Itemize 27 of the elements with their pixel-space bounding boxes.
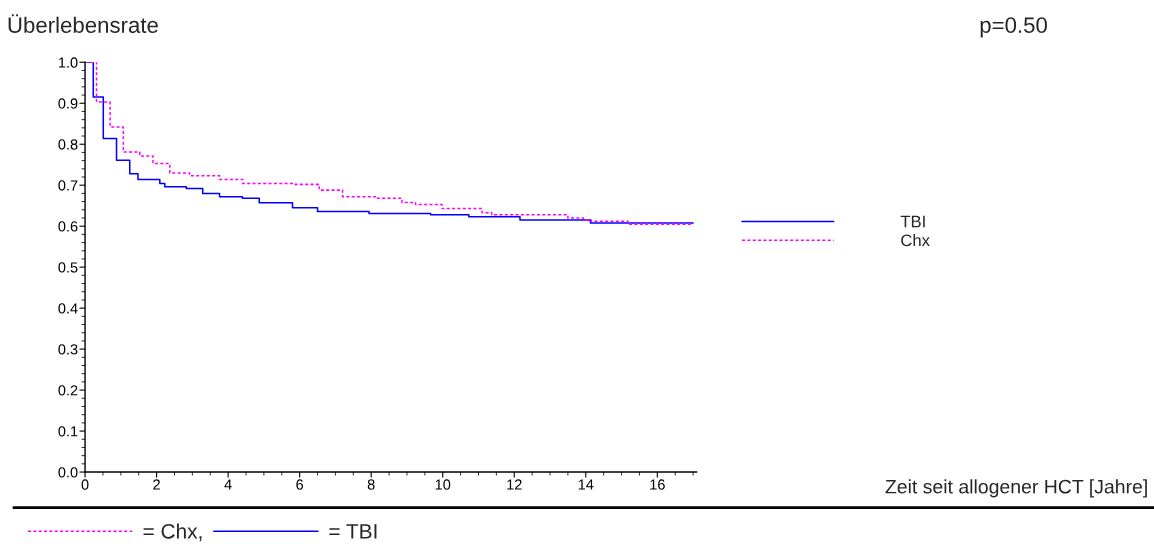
y-tick-label: 0.0	[58, 467, 78, 478]
chart-title: Überlebensrate	[8, 14, 158, 33]
text: p=0.50	[980, 17, 1047, 38]
y-tick-label: 0.2	[58, 385, 78, 396]
x-tick-label: 8	[367, 479, 375, 490]
y-tick-label: 0.4	[58, 303, 78, 314]
y-tick-label: 1.0	[58, 57, 78, 68]
y-tick-label: 0.9	[58, 98, 78, 109]
y-tick-label: 0.6	[58, 221, 78, 232]
y-tick-label: 0.1	[58, 426, 78, 437]
x-tick-label: 4	[224, 479, 232, 490]
x-tick-label: 6	[296, 479, 304, 490]
text: = TBI	[329, 524, 377, 539]
y-tick-label: 0.5	[58, 262, 78, 273]
y-tick-label: 0.7	[58, 180, 78, 191]
x-tick-label: 10	[435, 479, 451, 490]
x-tick-label: 2	[153, 479, 160, 490]
x-tick-label: 12	[507, 479, 522, 490]
x-tick-label: 0	[81, 479, 89, 490]
text: Zeit seit allogener HCT [Jahre]	[885, 479, 1147, 498]
text: Chx	[901, 234, 930, 247]
x-tick-label: 16	[650, 479, 665, 490]
text: TBI	[900, 215, 925, 228]
x-tick-label: 14	[578, 479, 594, 490]
y-tick-label: 0.8	[58, 139, 78, 150]
text: = Chx,	[143, 523, 202, 542]
y-tick-label: 0.3	[58, 344, 78, 355]
